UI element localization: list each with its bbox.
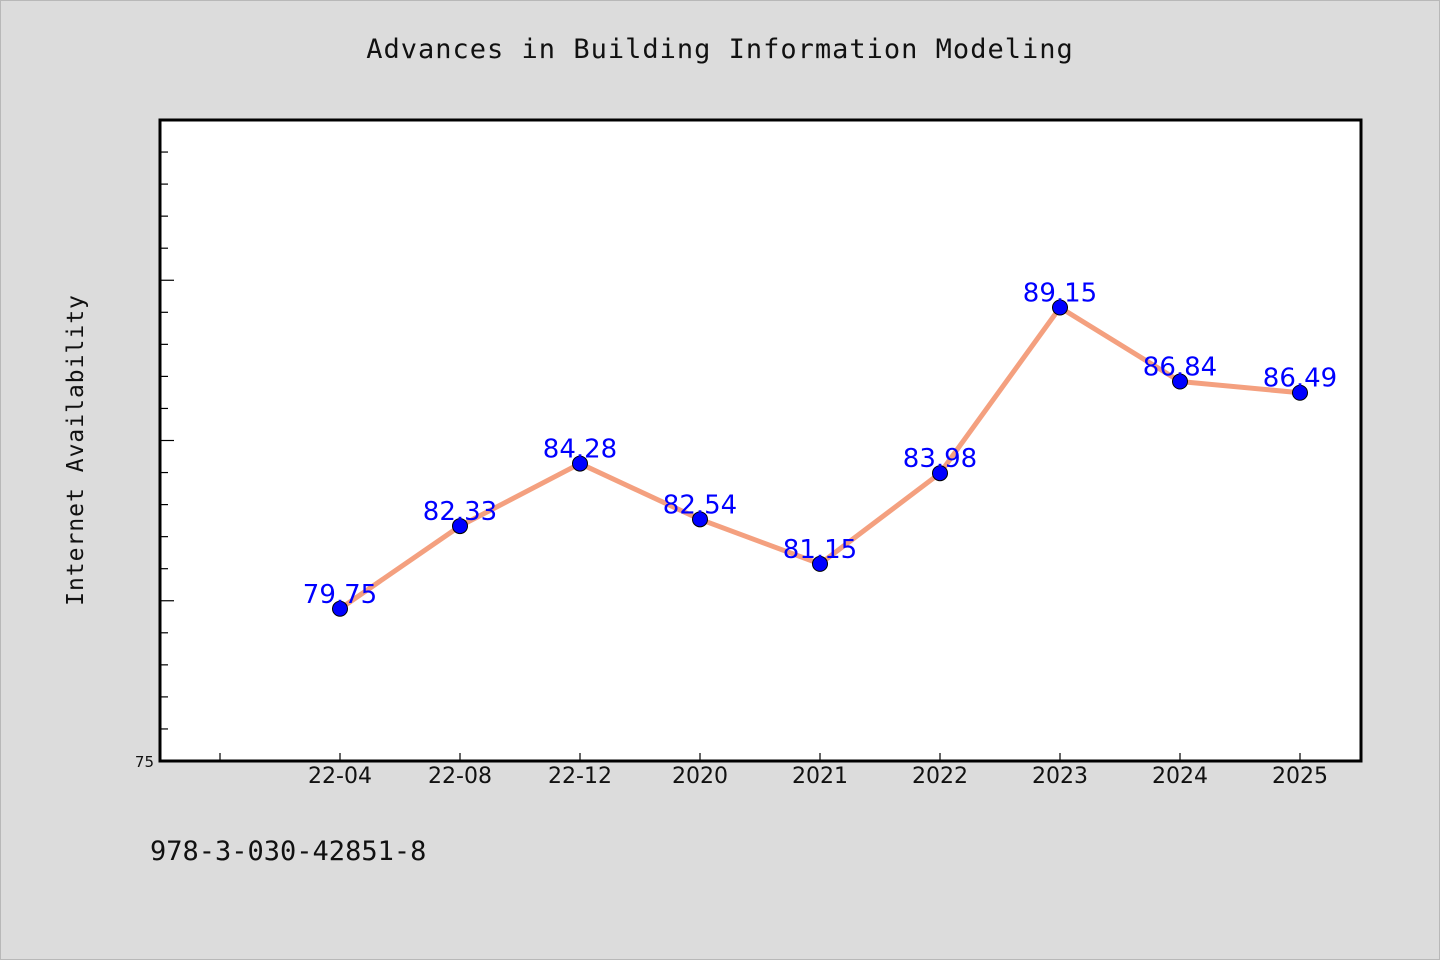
data-point [332,600,348,617]
data-label: 82.54 [663,490,737,520]
data-label: 81.15 [783,535,857,565]
x-tick-label: 22-12 [548,764,612,789]
data-point [1052,299,1068,316]
data-point [452,518,468,535]
x-tick-label: 2020 [672,764,728,789]
data-label: 84.28 [543,435,617,465]
x-tick-label: 2025 [1272,764,1328,789]
footer-id-text: 978-3-030-42851-8 [150,836,427,867]
x-tick-label: 2022 [912,764,968,789]
data-label: 83.98 [903,444,977,474]
x-tick-label: 2024 [1152,764,1208,789]
data-point [1292,384,1308,401]
x-tick-label: 2021 [792,764,848,789]
data-label: 86.84 [1143,353,1217,383]
x-tick-label: 22-08 [428,764,492,789]
data-point [932,465,948,482]
data-label: 82.33 [423,497,497,527]
data-label: 86.49 [1263,364,1337,394]
data-point [692,511,708,528]
data-label: 79.75 [303,580,377,610]
x-tick-label: 22-04 [308,764,372,789]
data-point [812,555,828,572]
data-point [1172,373,1188,390]
chart-title: Advances in Building Information Modelin… [366,34,1074,65]
data-label: 89.15 [1023,278,1097,308]
data-point [572,455,588,472]
y-tick-label: 75 [135,753,154,771]
plot-area [158,118,1363,763]
x-tick-label: 2023 [1032,764,1088,789]
